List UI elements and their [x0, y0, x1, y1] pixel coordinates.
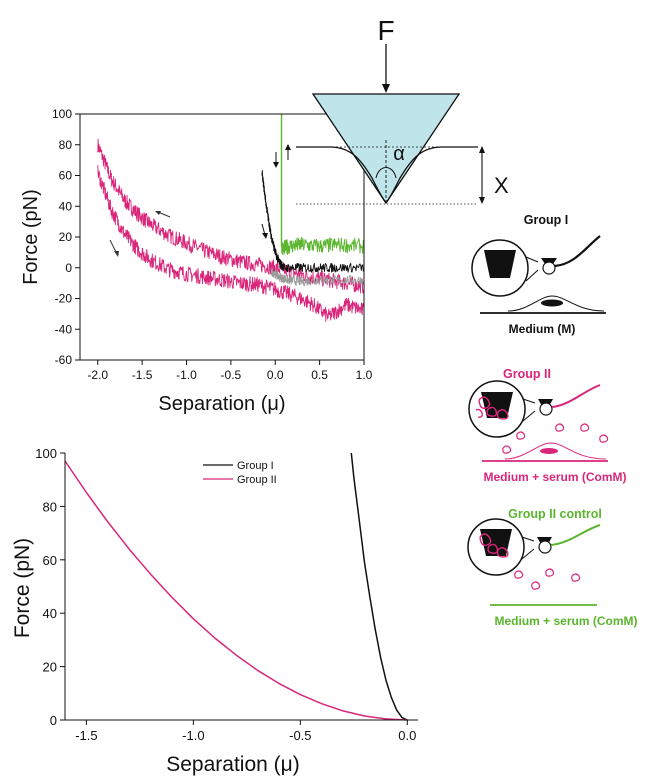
top-chart-x-tick-label: -0.5: [221, 368, 242, 382]
bottom-chart: -1.5 -1.0 -0.5 0.0 0 20 40 60 80 100 Separation …: [11, 446, 418, 776]
approach-arrow-icon: [155, 211, 171, 218]
serum-protein-cluster-icon: [479, 533, 509, 558]
top-chart-y-axis-label: Force (pN): [20, 189, 42, 285]
depth-label: X: [494, 173, 509, 198]
top-chart-x-tick-label: -1.0: [176, 368, 197, 382]
top-chart-x-tick-label: -2.0: [87, 368, 108, 382]
top-chart-x-tick-label: 0.5: [311, 368, 328, 382]
indenter-diagram: F α X: [296, 15, 509, 205]
group-2-control-title: Group II control: [508, 507, 602, 521]
bottom-chart-x-axis-label: Separation (μ): [166, 753, 300, 776]
top-chart-series-line: [97, 164, 365, 322]
top-chart-x-tick-label: 0.0: [267, 368, 284, 382]
top-chart-y-tick-label: 60: [59, 169, 73, 183]
bottom-chart-x-tick-label: -1.5: [75, 728, 97, 743]
top-chart-series-line: [261, 170, 365, 273]
serum-protein-icon: [514, 568, 581, 590]
top-chart-y-tick-label: 80: [59, 138, 73, 152]
bottom-chart-series-group-ii: [64, 460, 408, 721]
top-chart-y-tick-label: 20: [59, 230, 73, 244]
group-1-cell-icon: [507, 295, 605, 312]
top-chart-x-tick-label: 1.0: [356, 368, 373, 382]
black-trace-down-arrow-icon: [273, 152, 279, 168]
top-chart-series-line: [270, 267, 365, 287]
depth-arrow-icon: [479, 146, 485, 204]
top-chart-y-tick-label: -40: [55, 322, 73, 336]
top-chart-y-tick-label: -20: [55, 292, 73, 306]
bottom-chart-y-tick-label: 80: [43, 499, 57, 514]
top-chart-y-tick-label: -60: [55, 353, 73, 367]
legend-entry-group-1: Group I: [237, 460, 274, 472]
angle-arc: [375, 167, 397, 179]
bottom-chart-y-tick-label: 100: [35, 446, 57, 461]
bottom-chart-series-group: [64, 452, 408, 721]
top-chart-y-tick-label: 0: [65, 261, 72, 275]
bottom-chart-x-tick-label: -1.0: [182, 728, 204, 743]
group-1-tip-zoomed-icon: [484, 250, 516, 278]
top-chart-series-line: [281, 236, 365, 256]
group-1-subtitle: Medium (M): [509, 322, 576, 336]
top-chart-y-tick-label: 100: [52, 107, 72, 121]
retract-arrow-icon: [109, 239, 119, 257]
experimental-groups-schematics: Group I Medium (M) Group II: [467, 213, 638, 628]
group-2-control-subtitle: Medium + serum (ComM): [494, 614, 637, 628]
group-1-title: Group I: [524, 213, 568, 227]
top-chart-x-axis-label: Separation (μ): [158, 393, 285, 415]
bottom-chart-series-group-i: [350, 452, 408, 721]
bottom-chart-legend: Group I Group II: [203, 460, 277, 486]
top-chart-series-line: [97, 138, 365, 294]
bottom-chart-y-axis-label: Force (pN): [11, 538, 34, 638]
bottom-chart-y-tick-label: 40: [43, 606, 57, 621]
bottom-chart-y-tick-label: 60: [43, 553, 57, 568]
group-2-title: Group II: [503, 367, 551, 381]
legend-entry-group-2: Group II: [237, 474, 277, 486]
top-chart: -2.0 -1.5 -1.0 -0.5 0.0 0.5 1.0 -60 -40 -20 0 20 40…: [20, 107, 373, 415]
top-chart-x-tick-label: -1.5: [132, 368, 153, 382]
bottom-chart-x-tick-label: 0.0: [398, 728, 416, 743]
group-2-cell-icon: [504, 442, 607, 460]
group-2-subtitle: Medium + serum (ComM): [483, 470, 626, 484]
black-trace-down-arrow-icon: [261, 223, 268, 239]
bottom-chart-x-tick-label: -0.5: [289, 728, 311, 743]
bottom-chart-y-tick-label: 0: [50, 713, 57, 728]
indenter-tip: [311, 93, 461, 205]
bottom-chart-y-tick-label: 20: [43, 660, 57, 675]
serum-protein-cluster-icon: [475, 396, 509, 420]
green-trace-up-arrow-icon: [285, 144, 291, 160]
serum-protein-icon: [502, 423, 609, 454]
angle-label: α: [393, 143, 405, 165]
top-chart-plot-frame: [79, 113, 365, 361]
force-label: F: [377, 15, 394, 46]
top-chart-series-group: [97, 114, 365, 322]
force-arrow-icon: [382, 44, 390, 93]
top-chart-y-tick-label: 40: [59, 199, 73, 213]
